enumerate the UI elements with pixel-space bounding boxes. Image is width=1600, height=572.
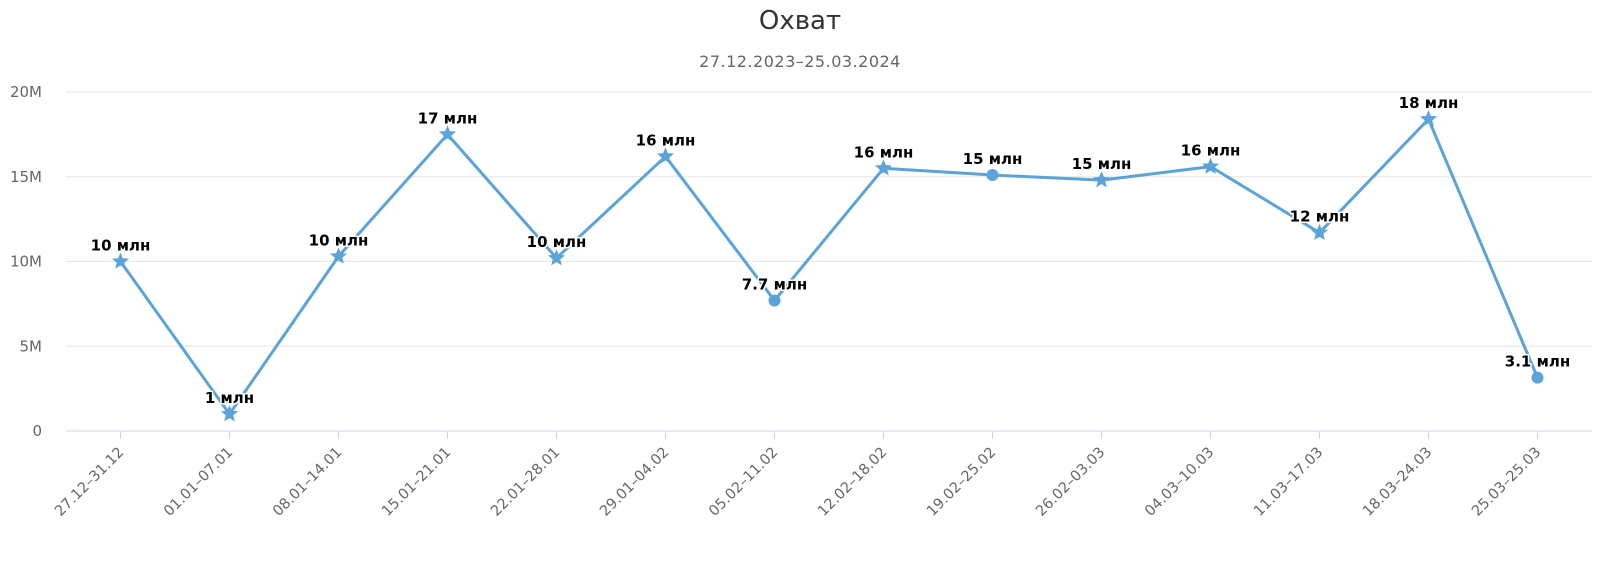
x-tick-label: 25.03–25.03 bbox=[1469, 445, 1544, 520]
data-point-star[interactable] bbox=[1092, 171, 1111, 188]
data-point-star[interactable] bbox=[438, 125, 457, 142]
data-point-star[interactable] bbox=[329, 247, 348, 264]
y-tick-label: 0 bbox=[32, 422, 42, 440]
x-tick-label: 19.02–25.02 bbox=[924, 445, 999, 520]
chart-subtitle: 27.12.2023–25.03.2024 bbox=[699, 52, 901, 71]
data-label: 16 млн bbox=[854, 143, 914, 161]
data-label: 16 млн bbox=[1181, 142, 1241, 160]
data-point-star[interactable] bbox=[220, 405, 239, 422]
data-point-star[interactable] bbox=[1419, 110, 1438, 127]
x-tick-label: 22.01–28.01 bbox=[488, 445, 563, 520]
data-label: 16 млн bbox=[636, 131, 696, 149]
y-tick-label: 10M bbox=[10, 253, 42, 271]
x-tick-label: 05.02–11.02 bbox=[706, 445, 781, 520]
data-label: 3.1 млн bbox=[1505, 353, 1570, 371]
data-label: 1 млн bbox=[205, 389, 254, 407]
data-label: 7.7 млн bbox=[742, 275, 807, 293]
data-label: 10 млн bbox=[91, 237, 151, 255]
data-label: 18 млн bbox=[1399, 94, 1459, 112]
data-point-star[interactable] bbox=[656, 147, 675, 164]
x-tick-label: 27.12–31.12 bbox=[52, 445, 127, 520]
x-tick-label: 12.02–18.02 bbox=[815, 445, 890, 520]
data-point-star[interactable] bbox=[1201, 157, 1220, 174]
x-tick-label: 15.01–21.01 bbox=[379, 445, 454, 520]
data-point-circle[interactable] bbox=[768, 294, 781, 307]
data-point-star[interactable] bbox=[111, 252, 130, 269]
data-point-star[interactable] bbox=[874, 159, 893, 176]
x-tick-label: 29.01–04.02 bbox=[597, 445, 672, 520]
data-point-star[interactable] bbox=[547, 249, 566, 266]
data-point-circle[interactable] bbox=[1531, 371, 1544, 384]
chart-title: Охват bbox=[758, 6, 842, 36]
x-tick-label: 08.01–14.01 bbox=[270, 445, 345, 520]
x-tick-label: 11.03–17.03 bbox=[1251, 445, 1326, 520]
x-tick-label: 18.03–24.03 bbox=[1360, 445, 1435, 520]
data-label: 10 млн bbox=[527, 233, 587, 251]
data-label: 15 млн bbox=[963, 150, 1023, 168]
data-label: 10 млн bbox=[309, 231, 369, 249]
series-line bbox=[119, 117, 1539, 416]
y-tick-label: 15M bbox=[10, 168, 42, 186]
data-point-star[interactable] bbox=[1310, 223, 1329, 240]
y-tick-label: 5M bbox=[20, 337, 43, 355]
y-tick-label: 20M bbox=[10, 83, 42, 101]
data-label: 12 млн bbox=[1290, 208, 1350, 226]
data-point-circle[interactable] bbox=[986, 169, 999, 182]
x-tick-label: 04.03–10.03 bbox=[1142, 445, 1217, 520]
x-tick-label: 26.02–03.03 bbox=[1033, 445, 1108, 520]
data-label: 17 млн bbox=[418, 109, 478, 127]
x-tick-label: 01.01–07.01 bbox=[161, 445, 236, 520]
data-label: 15 млн bbox=[1072, 155, 1132, 173]
